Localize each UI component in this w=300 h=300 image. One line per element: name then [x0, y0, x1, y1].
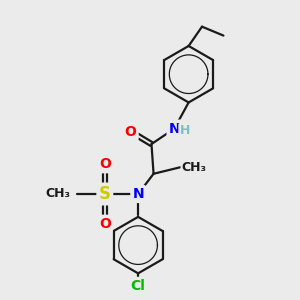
Text: O: O [99, 217, 111, 231]
Text: O: O [99, 157, 111, 171]
Text: N: N [169, 122, 180, 136]
Text: N: N [132, 187, 144, 201]
Text: H: H [180, 124, 190, 137]
Text: O: O [125, 124, 136, 139]
Text: Cl: Cl [131, 279, 146, 293]
Text: CH₃: CH₃ [46, 188, 70, 200]
Text: S: S [99, 185, 111, 203]
Text: CH₃: CH₃ [182, 161, 207, 174]
